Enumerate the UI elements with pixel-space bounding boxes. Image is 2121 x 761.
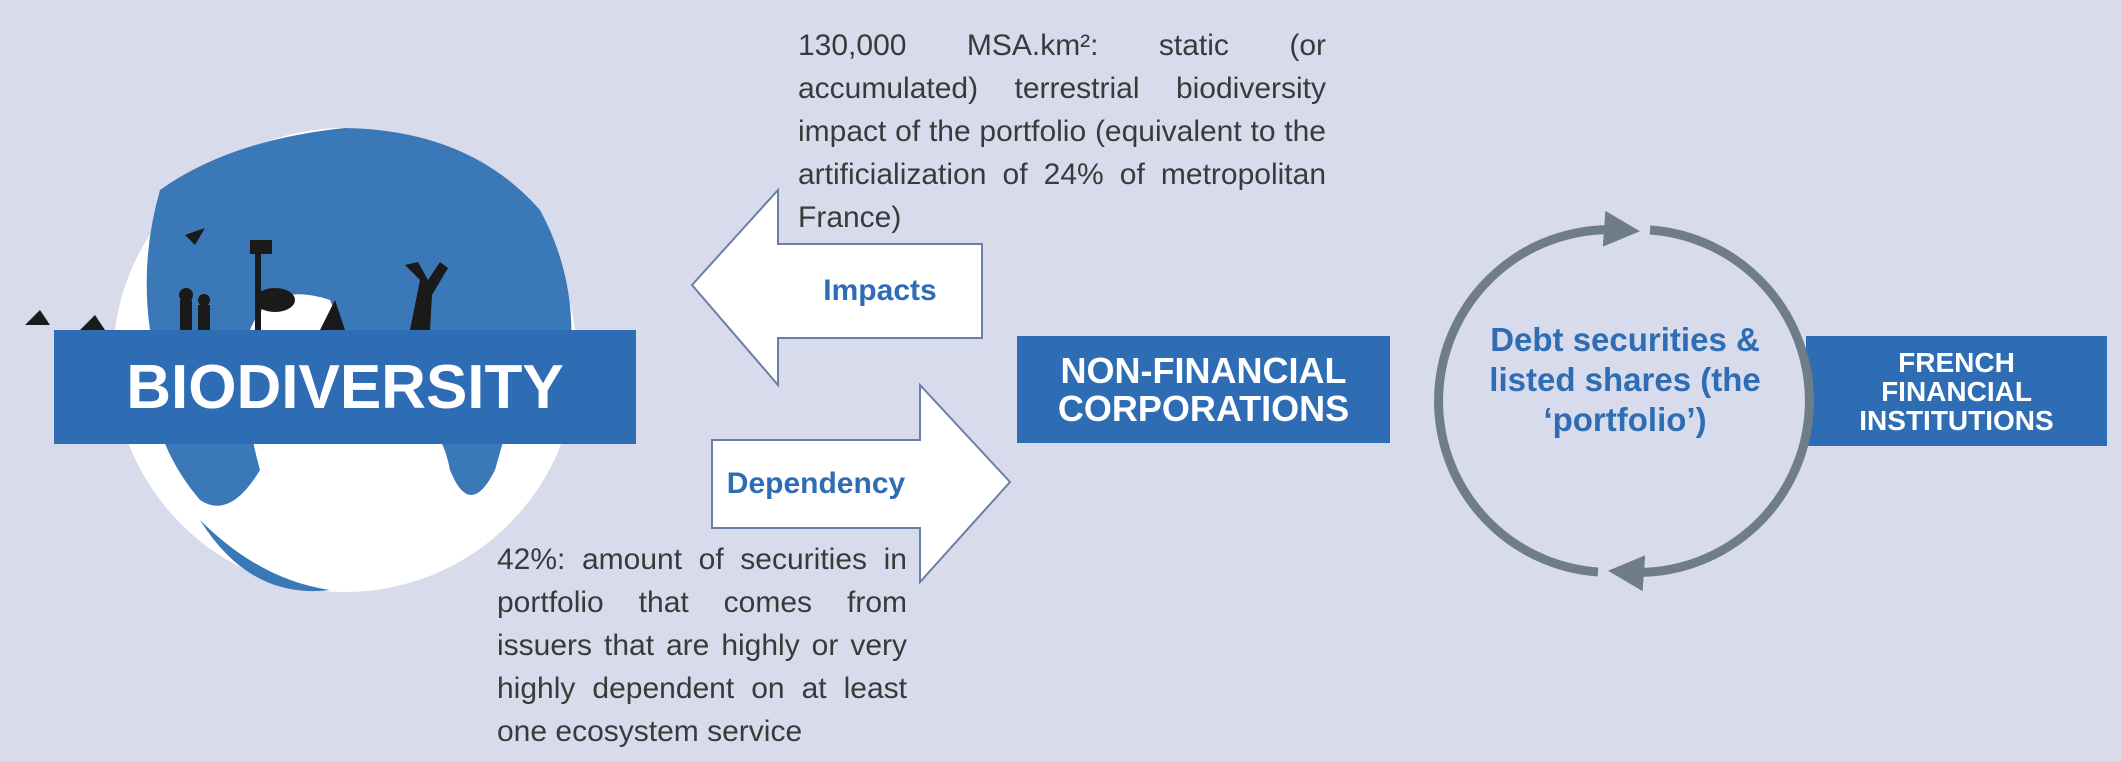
dependency-arrow — [711, 382, 1012, 585]
silhouettes — [25, 228, 448, 330]
biodiversity-label: BIODIVERSITY — [126, 352, 564, 422]
bottom-note: 42%: amount of securities in portfolio t… — [497, 543, 907, 748]
cycle-arrow-right — [1608, 225, 1814, 592]
dependency-label: Dependency — [726, 467, 906, 500]
portfolio-label: Debt securities & listed shares (the ‘po… — [1489, 321, 1761, 438]
cycle-arrow-left — [1434, 210, 1640, 577]
corporations-label: NON-FINANCIAL CORPORATIONS — [1057, 349, 1350, 429]
institutions-box — [1806, 336, 2107, 446]
impacts-arrow — [690, 187, 983, 388]
globe-shade — [200, 520, 330, 592]
impacts-label: Impacts — [823, 274, 937, 307]
biodiversity-banner — [54, 330, 636, 444]
institutions-label: FRENCH FINANCIAL INSTITUTIONS — [1859, 346, 2054, 436]
top-note: 130,000 MSA.km²: static (or accumulated)… — [798, 29, 1326, 234]
corporations-box — [1017, 336, 1390, 443]
